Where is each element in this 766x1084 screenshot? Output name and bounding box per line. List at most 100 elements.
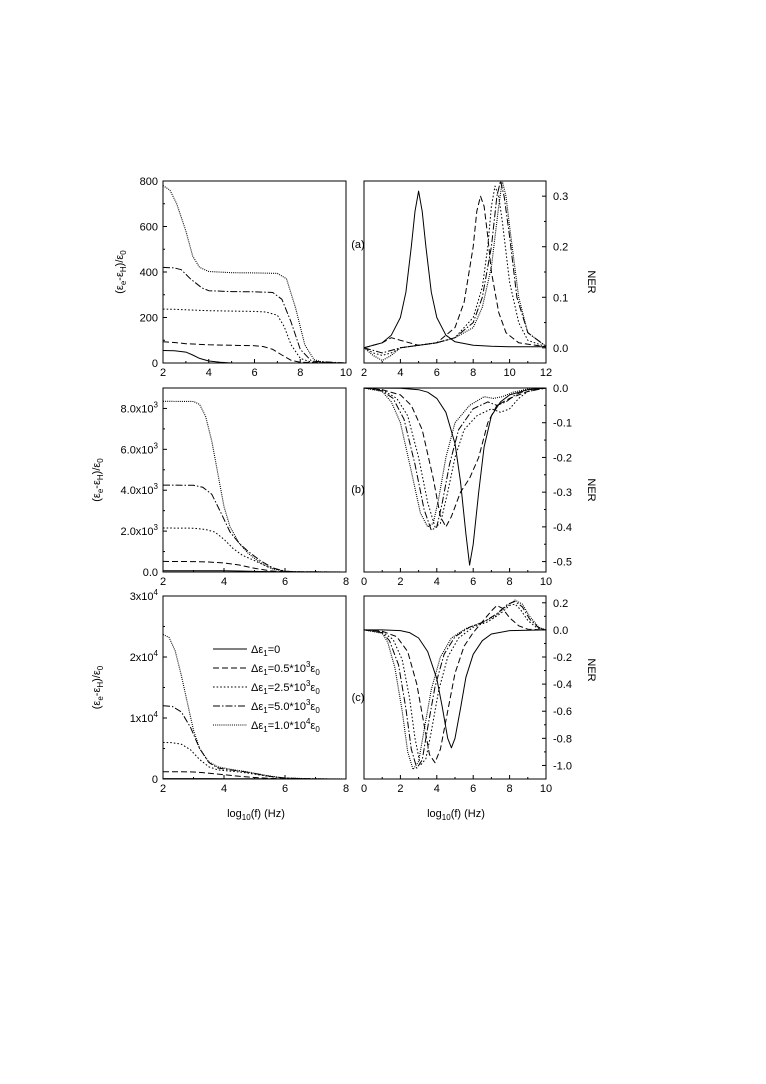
x-axis-title-right: log10(f) (Hz) [427, 808, 485, 822]
series-line-solid [364, 190, 546, 349]
series-line-densedot [163, 185, 346, 363]
x-tick-label: 2 [160, 783, 166, 795]
y-axis-title: (εe-εH)/ε0 [114, 250, 128, 294]
series-line-dashed [163, 560, 346, 572]
y-tick-label: 800 [140, 176, 158, 188]
plot-frame [363, 595, 547, 780]
y-axis-title: (εe-εH)/ε0 [91, 665, 105, 709]
series-line-solid [364, 388, 546, 566]
x-tick-label: 8 [507, 783, 513, 795]
series-line-dotted [163, 527, 346, 572]
y-tick-label: 3x104 [130, 588, 159, 603]
x-tick-label: 0 [361, 783, 367, 795]
series-line-dashed [163, 341, 346, 363]
panel-label: (c) [352, 692, 365, 704]
panel-b-right: 0 2 4 6 8 10 0.0 -0.1 -0.2 -0.3 -0.4 -0.5 NER (b) [351, 383, 597, 588]
y-tick-label: 600 [140, 222, 158, 234]
y-axis-title: (εe-εH)/ε0 [91, 458, 105, 502]
legend-label: Δε1=2.5*103ε0 [251, 679, 320, 696]
x-tick-label: 12 [540, 367, 552, 379]
x-tick-label: 2 [397, 576, 403, 588]
series-line-dotted [364, 185, 546, 356]
x-tick-label: 8 [470, 367, 476, 379]
x-tick-label: 4 [221, 783, 227, 795]
legend-label: Δε1=1.0*104ε0 [251, 717, 320, 734]
y-tick-label: -0.6 [553, 706, 572, 718]
legend-label: Δε1=5.0*103ε0 [251, 698, 320, 715]
panel-a-left: 2 4 6 8 10 0 200 400 600 800 (εe-εH)/ε0 [114, 176, 352, 379]
x-axis-title-left: log10(f) (Hz) [227, 808, 285, 822]
series-line-densedot [163, 400, 346, 572]
series-line-dashed [364, 388, 546, 528]
y-tick-label: -0.2 [553, 652, 572, 664]
x-tick-label: 2 [397, 783, 403, 795]
x-tick-label: 10 [340, 367, 352, 379]
panel-c-left: 2 4 6 8 0 1x104 2x104 3x104 (εe-εH)/ε0 [91, 588, 349, 795]
x-tick-label: 10 [540, 576, 552, 588]
y-tick-label: 4.0x103 [121, 482, 159, 497]
x-tick-label: 4 [434, 783, 440, 795]
x-tick-label: 2 [160, 367, 166, 379]
ner-axis-title: NER [585, 478, 597, 501]
y-tick-label: 0.2 [553, 598, 568, 610]
y-tick-label: -1.0 [553, 760, 572, 772]
legend-label: Δε1=0 [251, 644, 280, 658]
y-tick-label: 0.3 [553, 191, 568, 203]
y-tick-label: -0.1 [553, 418, 572, 430]
x-tick-label: 4 [206, 367, 212, 379]
series-line-dashdot [364, 388, 546, 531]
series-line-dotted [163, 308, 346, 363]
series-line-densedot [364, 599, 546, 771]
y-tick-label: 8.0x103 [121, 400, 159, 415]
series-line-dotted [364, 603, 546, 766]
series-line-dashdot [364, 600, 546, 769]
x-tick-label: 4 [434, 576, 440, 588]
panel-label: (a) [351, 239, 364, 251]
x-tick-label: 0 [361, 576, 367, 588]
y-tick-label: 0.2 [553, 242, 568, 254]
series-line-dashdot [364, 181, 546, 354]
y-tick-label: 400 [140, 267, 158, 279]
x-tick-label: 6 [251, 367, 257, 379]
y-tick-label: -0.4 [553, 522, 572, 534]
y-tick-label: -0.5 [553, 557, 572, 569]
x-tick-label: 10 [540, 783, 552, 795]
y-tick-label: 0.0 [553, 343, 568, 355]
y-tick-label: 200 [140, 313, 158, 325]
y-tick-label: 2.0x103 [121, 523, 159, 538]
x-tick-label: 6 [470, 783, 476, 795]
y-tick-label: 0.0 [553, 383, 568, 395]
series-line-dashed [364, 605, 546, 764]
plot-frame [363, 387, 547, 573]
y-tick-label: 2x104 [130, 649, 159, 664]
y-tick-label: -0.8 [553, 733, 572, 745]
panel-label: (b) [351, 484, 364, 496]
x-tick-label: 8 [343, 576, 349, 588]
y-tick-label: 6.0x103 [121, 441, 159, 456]
series-line-dashed [163, 771, 346, 779]
x-tick-label: 4 [397, 367, 403, 379]
y-tick-label: 1x104 [130, 710, 159, 725]
y-tick-label: 0.1 [553, 292, 568, 304]
series-line-dotted [163, 741, 346, 779]
panel-c-right: 0 2 4 6 8 10 0.2 0.0 -0.2 -0.4 -0.6 -0.8 -1.0 NER (c) [352, 595, 597, 795]
series-line-solid [364, 629, 546, 749]
plot-frame [162, 387, 347, 573]
y-tick-label: -0.2 [553, 452, 572, 464]
x-tick-label: 6 [282, 576, 288, 588]
x-tick-label: 6 [470, 576, 476, 588]
y-tick-label: 0 [152, 774, 158, 786]
y-tick-label: 0 [152, 358, 158, 370]
x-tick-label: 2 [160, 576, 166, 588]
x-tick-label: 10 [503, 367, 515, 379]
series-line-dashed [364, 195, 546, 349]
x-tick-label: 8 [507, 576, 513, 588]
legend: Δε1=0 Δε1=0.5*103ε0 Δε1=2.5*103ε0 Δε1=5.0*1… [213, 644, 320, 734]
x-tick-label: 6 [434, 367, 440, 379]
ner-axis-title: NER [585, 270, 597, 293]
y-tick-label: 0.0 [553, 625, 568, 637]
x-tick-label: 4 [221, 576, 227, 588]
series-line-dashdot [163, 266, 346, 363]
plot-frame [162, 180, 347, 364]
